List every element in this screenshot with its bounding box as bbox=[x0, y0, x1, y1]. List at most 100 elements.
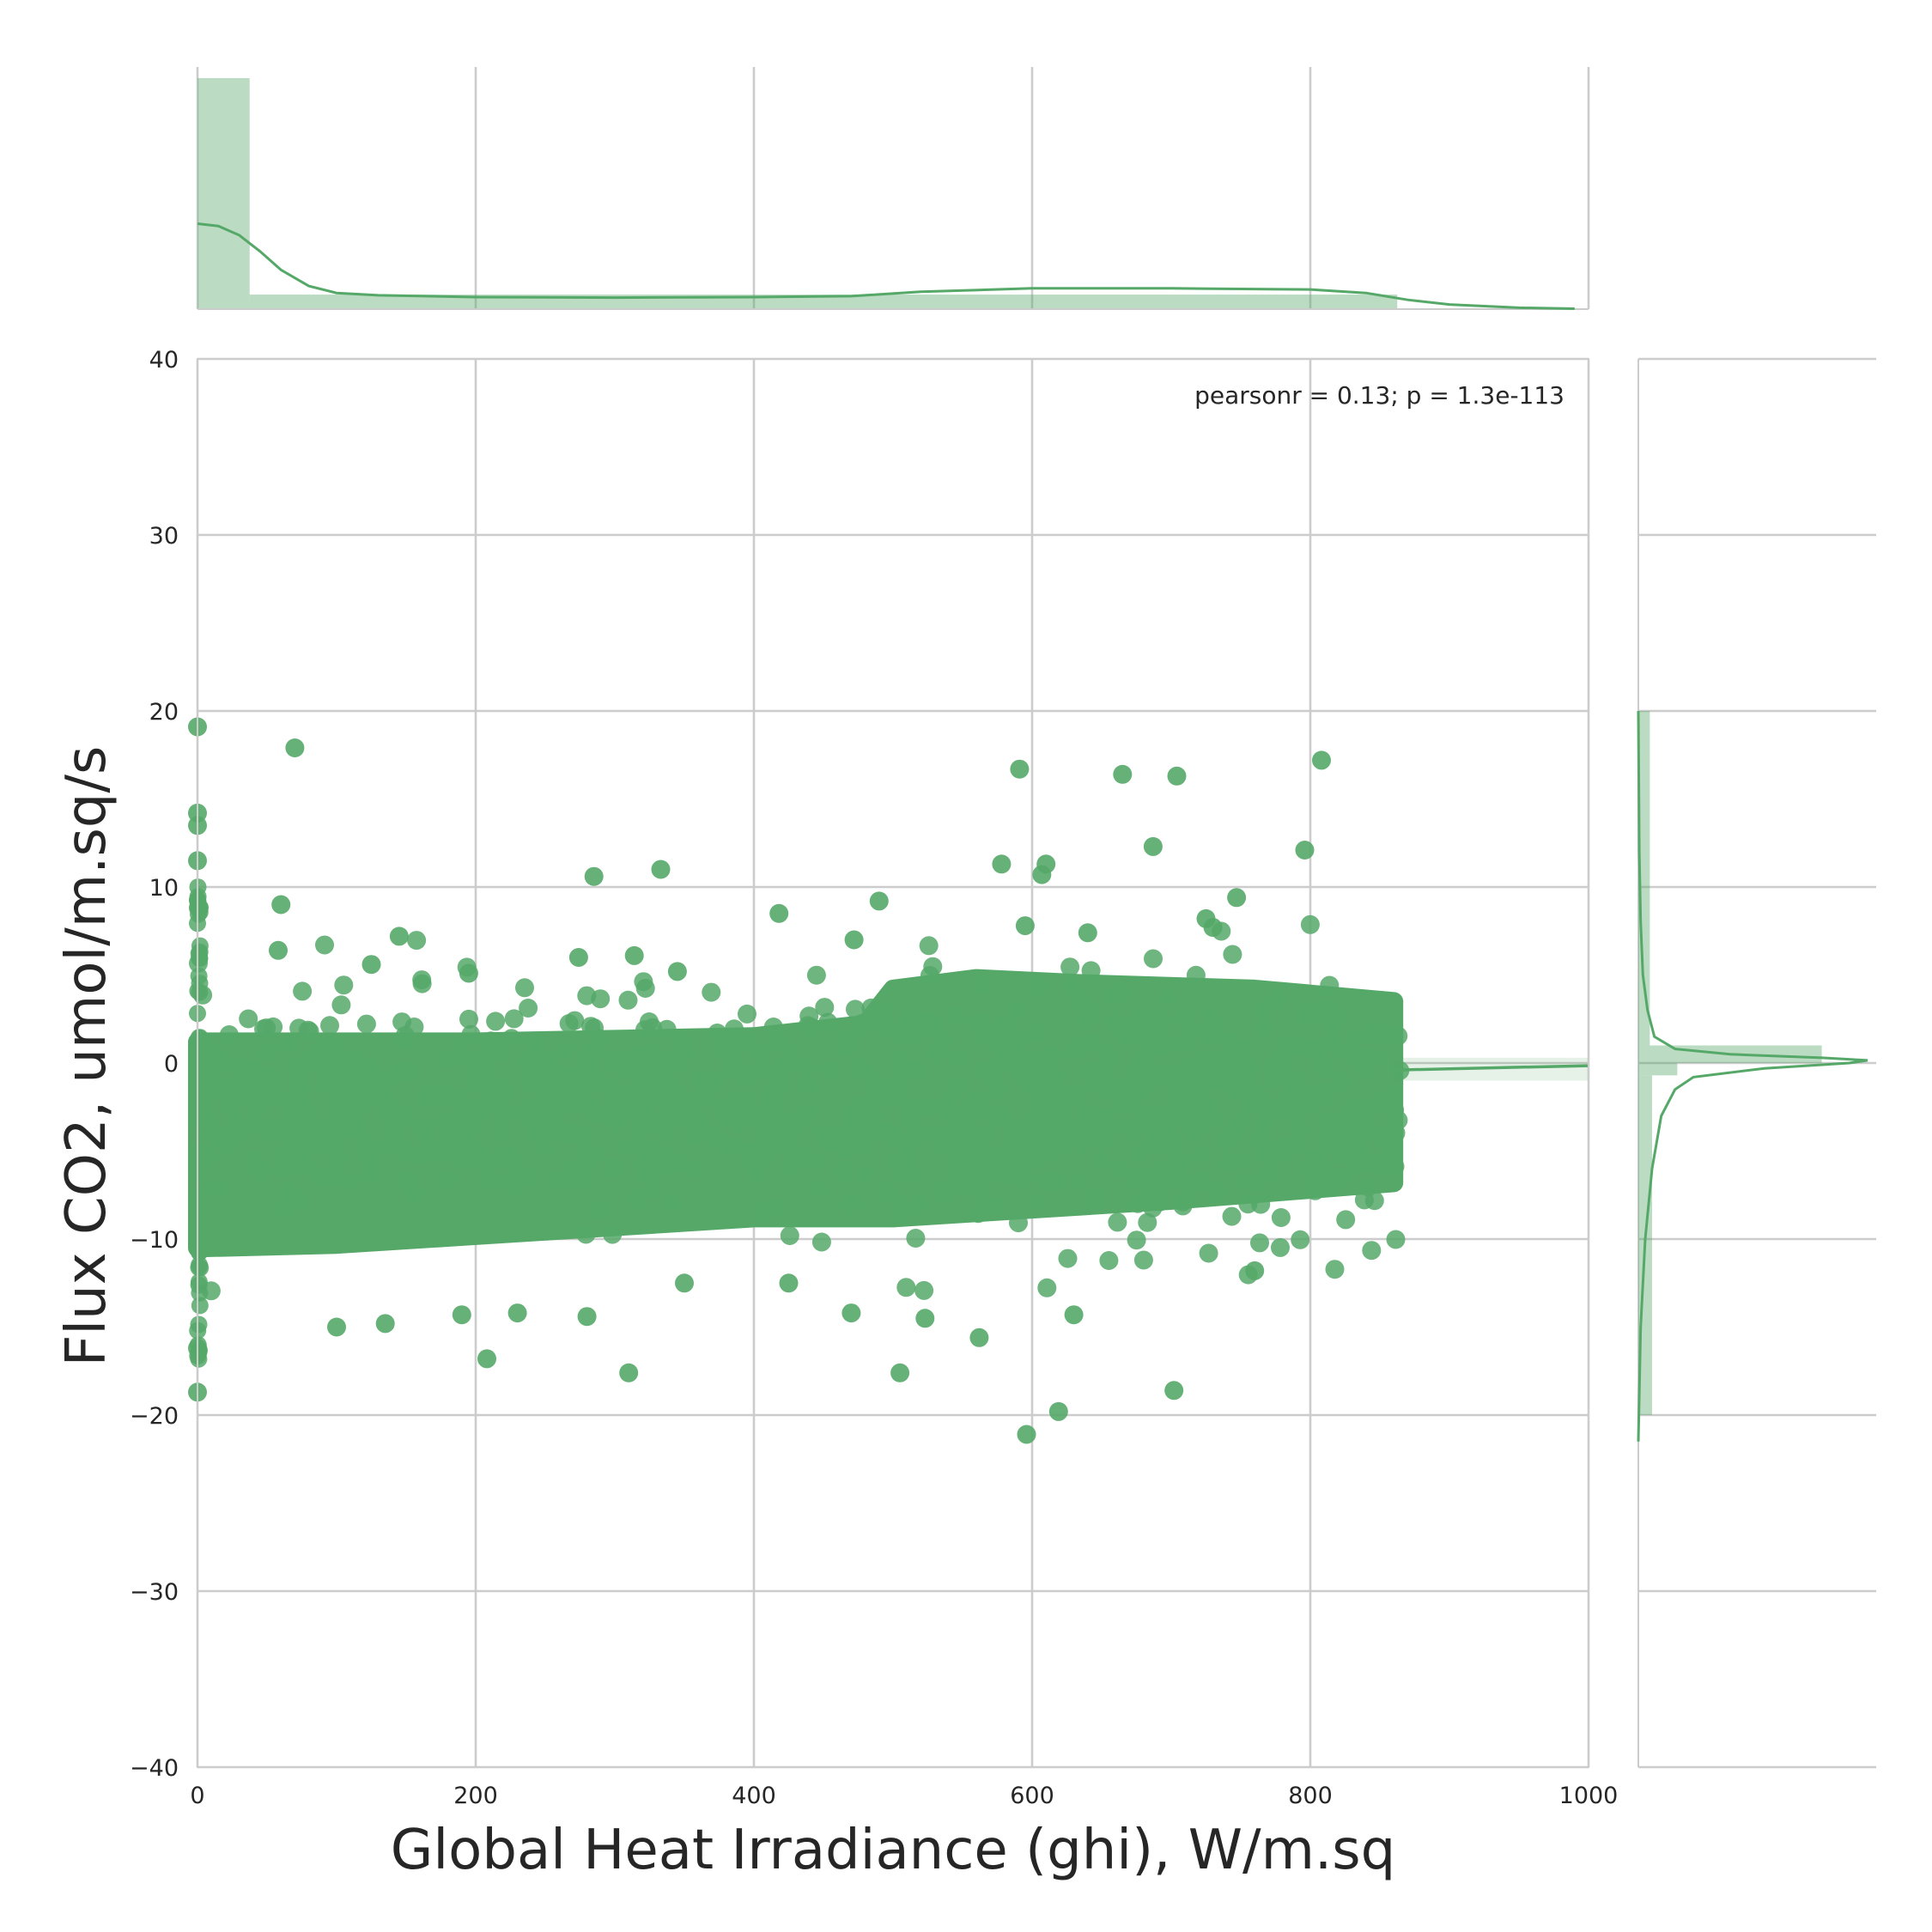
scatter-point bbox=[1071, 992, 1091, 1012]
scatter-point bbox=[603, 1079, 623, 1099]
scatter-point bbox=[1163, 1150, 1183, 1170]
scatter-outlier bbox=[1227, 888, 1247, 908]
scatter-point bbox=[702, 982, 721, 1002]
scatter-point bbox=[864, 1106, 884, 1125]
scatter-point bbox=[1347, 1099, 1367, 1118]
scatter-point bbox=[662, 1194, 682, 1213]
scatter-point bbox=[806, 965, 826, 985]
scatter-outlier bbox=[389, 927, 409, 946]
scatter-point bbox=[923, 957, 943, 976]
scatter-point bbox=[404, 1018, 424, 1036]
scatter-point bbox=[1246, 1174, 1266, 1194]
scatter-point bbox=[787, 1115, 806, 1134]
scatter-point bbox=[988, 1078, 1008, 1098]
scatter-point bbox=[191, 975, 209, 993]
scatter-point bbox=[190, 1276, 208, 1294]
scatter-points bbox=[188, 717, 1410, 1444]
scatter-point bbox=[1103, 987, 1123, 1007]
scatter-point bbox=[516, 1106, 536, 1126]
scatter-point bbox=[453, 1089, 472, 1109]
top-marginal-histogram bbox=[196, 67, 1590, 310]
scatter-point bbox=[403, 1182, 422, 1201]
scatter-point bbox=[486, 1012, 506, 1031]
scatter-point bbox=[635, 1163, 654, 1182]
scatter-point bbox=[1325, 1260, 1345, 1279]
scatter-point bbox=[576, 1145, 595, 1164]
scatter-point bbox=[1121, 1122, 1141, 1142]
scatter-point bbox=[581, 1043, 600, 1063]
scatter-point bbox=[764, 1072, 784, 1091]
pearson-annotation: pearsonr = 0.13; p = 1.3e-113 bbox=[1194, 381, 1564, 410]
scatter-point bbox=[845, 1102, 865, 1121]
scatter-point bbox=[1371, 1156, 1391, 1176]
scatter-point bbox=[736, 1090, 756, 1109]
scatter-point bbox=[412, 1116, 432, 1136]
scatter-point bbox=[191, 1143, 208, 1161]
scatter-point bbox=[1153, 1166, 1173, 1186]
scatter-point bbox=[568, 1068, 587, 1088]
scatter-point bbox=[1200, 1054, 1220, 1073]
scatter-point bbox=[501, 1029, 521, 1048]
scatter-point bbox=[618, 990, 638, 1010]
scatter-outlier bbox=[1295, 841, 1315, 860]
scatter-point bbox=[1273, 1048, 1292, 1067]
scatter-point bbox=[683, 1092, 702, 1111]
scatter-outlier bbox=[452, 1305, 471, 1325]
scatter-point bbox=[395, 1030, 414, 1050]
scatter-point bbox=[1331, 1072, 1351, 1091]
scatter-point bbox=[631, 1115, 651, 1135]
scatter-point bbox=[1346, 1156, 1366, 1175]
scatter-outlier bbox=[869, 891, 889, 911]
scatter-point bbox=[581, 1017, 600, 1036]
scatter-point bbox=[1151, 1192, 1170, 1212]
scatter-point bbox=[1015, 1167, 1035, 1187]
scatter-point bbox=[1308, 1091, 1327, 1110]
scatter-point bbox=[1257, 1147, 1277, 1167]
scatter-outlier bbox=[271, 895, 291, 914]
x-tick-label: 800 bbox=[1288, 1783, 1333, 1809]
scatter-point bbox=[949, 1139, 969, 1158]
scatter-outlier bbox=[969, 1327, 989, 1347]
scatter-point bbox=[190, 1166, 208, 1184]
scatter-point bbox=[473, 1073, 493, 1093]
scatter-point bbox=[1127, 1168, 1147, 1188]
scatter-point bbox=[239, 1009, 258, 1029]
scatter-point bbox=[290, 1067, 310, 1087]
scatter-point bbox=[313, 1127, 332, 1147]
scatter-point bbox=[341, 1118, 361, 1138]
scatter-point bbox=[606, 1106, 626, 1126]
scatter-point bbox=[973, 1089, 993, 1109]
x-tick-label: 600 bbox=[1010, 1783, 1054, 1809]
scatter-point bbox=[710, 1039, 730, 1059]
scatter-point bbox=[327, 1102, 347, 1121]
scatter-point bbox=[1107, 1077, 1127, 1097]
scatter-point bbox=[973, 975, 993, 994]
scatter-point bbox=[1091, 1153, 1110, 1173]
scatter-point bbox=[1173, 1196, 1193, 1216]
scatter-point bbox=[591, 989, 611, 1009]
scatter-point bbox=[563, 1084, 583, 1103]
regression-ci-band bbox=[1394, 1057, 1589, 1081]
scatter-point bbox=[294, 1097, 313, 1117]
scatter-point bbox=[360, 1136, 380, 1156]
y-tick-label: 40 bbox=[149, 347, 179, 374]
scatter-point bbox=[1000, 1020, 1020, 1040]
y-tick-label: −20 bbox=[130, 1403, 179, 1430]
scatter-point bbox=[780, 1226, 799, 1245]
scatter-point bbox=[434, 1088, 453, 1108]
scatter-point bbox=[1238, 1194, 1258, 1214]
scatter-point bbox=[209, 1127, 228, 1147]
scatter-point bbox=[492, 1121, 512, 1141]
scatter-point bbox=[360, 1056, 380, 1076]
scatter-point bbox=[854, 1163, 874, 1183]
scatter-point bbox=[1099, 1251, 1119, 1270]
scatter-point bbox=[1041, 1046, 1060, 1066]
scatter-point bbox=[846, 999, 865, 1019]
scatter-point bbox=[1219, 1063, 1239, 1083]
scatter-point bbox=[842, 1194, 862, 1213]
scatter-point bbox=[190, 1198, 208, 1216]
scatter-outlier bbox=[1017, 1425, 1036, 1444]
right-kde-curve bbox=[1637, 710, 1868, 1442]
scatter-point bbox=[984, 1144, 1004, 1163]
scatter-outlier bbox=[584, 866, 604, 886]
